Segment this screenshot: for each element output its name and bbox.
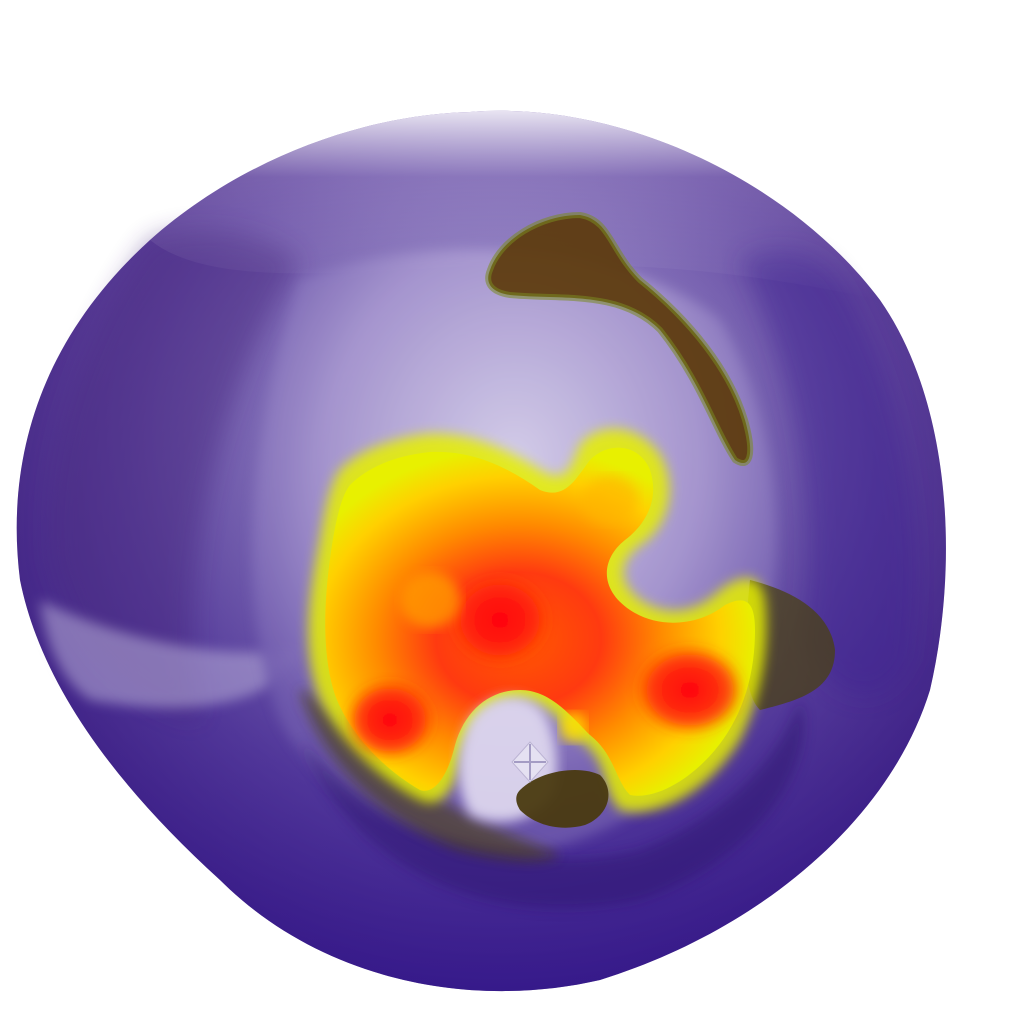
crosshair-diamond-icon: [511, 741, 549, 783]
cavity-notch: [458, 696, 609, 828]
high-intensity-overlay: [308, 428, 767, 812]
